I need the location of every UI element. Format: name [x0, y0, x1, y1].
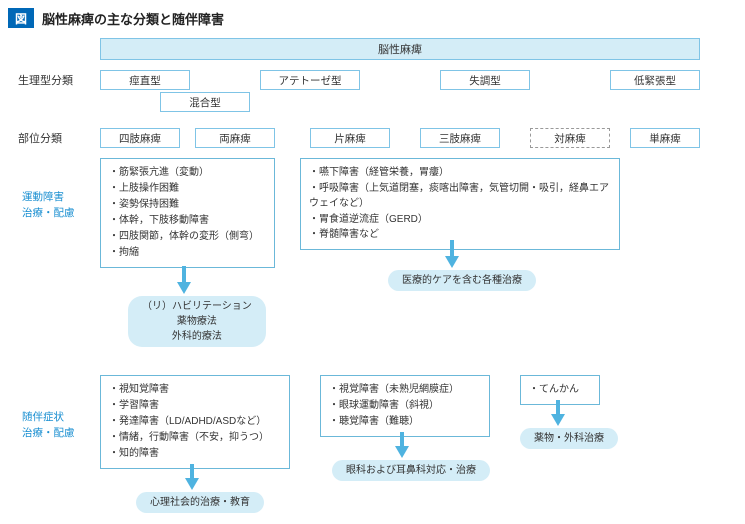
assoc-treatment-3: 薬物・外科治療 [520, 428, 618, 449]
region-paraplegia: 対麻痺 [530, 128, 610, 148]
arrow-1 [177, 282, 191, 294]
assoc-box-1: 視知覚障害学習障害発達障害（LD/ADHD/ASDなど）情緒，行動障害（不安，抑… [100, 375, 290, 469]
figure-title-row: 図 脳性麻痺の主な分類と随伴障害 [0, 0, 745, 28]
row-label-physio: 生理型分類 [18, 72, 73, 88]
figure-badge: 図 [8, 8, 34, 28]
type-hypotonic: 低緊張型 [610, 70, 700, 90]
assoc-box-2: 視覚障害（未熟児網膜症）眼球運動障害（斜視）聴覚障害（難聴） [320, 375, 490, 437]
row-label-region: 部位分類 [18, 130, 62, 146]
arrow-5 [551, 414, 565, 426]
region-triplegia: 三肢麻痺 [420, 128, 500, 148]
figure-title: 脳性麻痺の主な分類と随伴障害 [42, 9, 224, 28]
root-node: 脳性麻痺 [100, 38, 700, 60]
type-ataxic: 失調型 [440, 70, 530, 90]
arrow-3 [185, 478, 199, 490]
assoc-treatment-1: 心理社会的治療・教育 [136, 492, 264, 513]
region-hemiplegia: 片麻痺 [310, 128, 390, 148]
side-label-motor: 運動障害 治療・配慮 [22, 190, 75, 222]
region-diplegia: 両麻痺 [195, 128, 275, 148]
motor-box-1: 筋緊張亢進（変動）上肢操作困難姿勢保持困難体幹，下肢移動障害四肢関節，体幹の変形… [100, 158, 275, 268]
region-quadriplegia: 四肢麻痺 [100, 128, 180, 148]
arrow-2 [445, 256, 459, 268]
assoc-box-3: てんかん [520, 375, 600, 405]
side-label-assoc: 随伴症状 治療・配慮 [22, 410, 75, 442]
arrow-4 [395, 446, 409, 458]
type-spastic: 痙直型 [100, 70, 190, 90]
motor-treatment-2: 医療的ケアを含む各種治療 [388, 270, 536, 291]
assoc-treatment-2: 眼科および耳鼻科対応・治療 [332, 460, 490, 481]
motor-treatment-1: （リ）ハビリテーション 薬物療法 外科的療法 [128, 296, 266, 347]
type-athetoid: アテトーゼ型 [260, 70, 360, 90]
type-mixed: 混合型 [160, 92, 250, 112]
region-monoplegia: 単麻痺 [630, 128, 700, 148]
motor-box-2: 嚥下障害（経管栄養，胃瘻）呼吸障害（上気道閉塞，痰喀出障害，気管切開・吸引，経鼻… [300, 158, 620, 250]
